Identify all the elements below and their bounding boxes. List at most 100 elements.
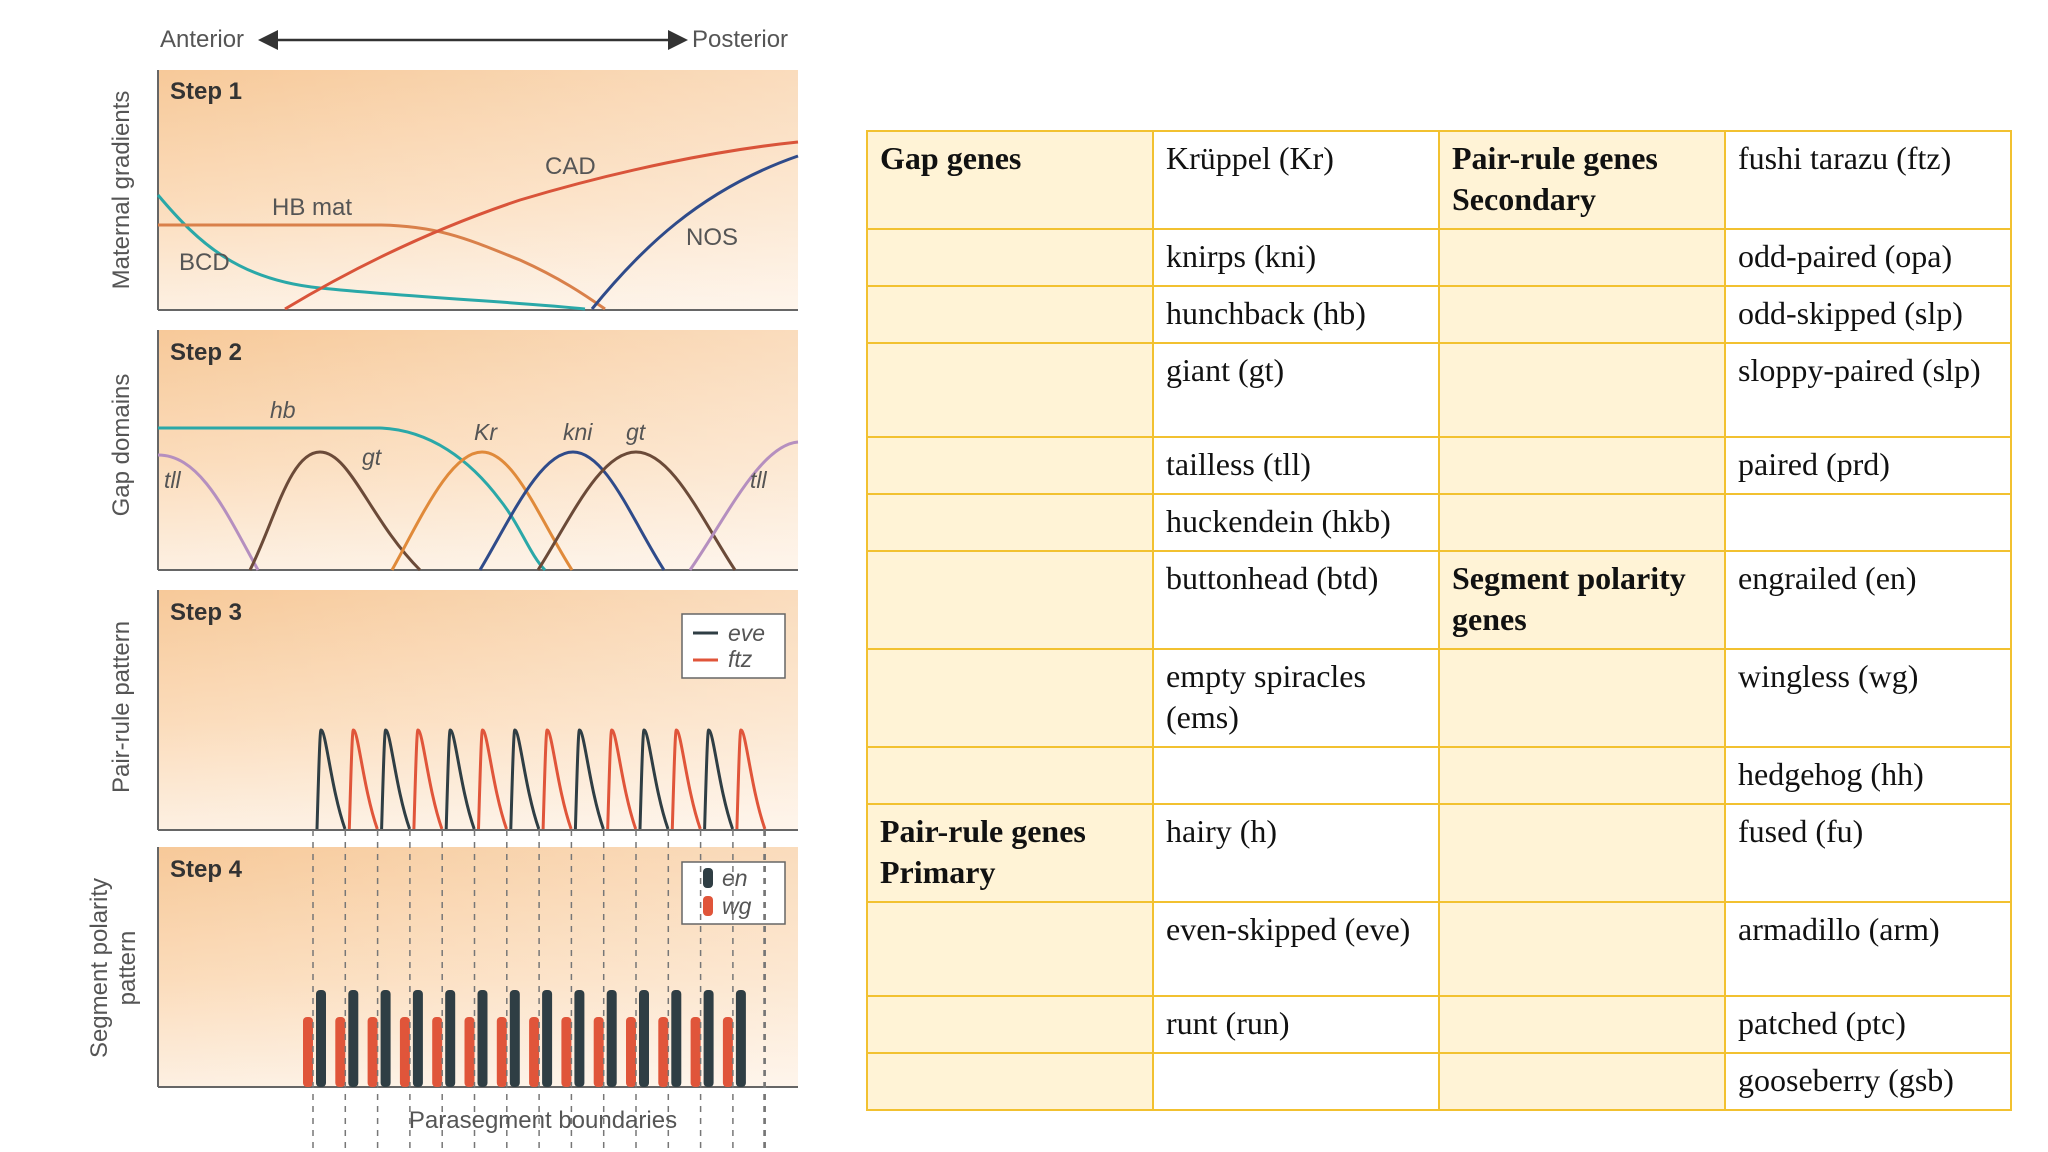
gene-cell (1152, 1052, 1440, 1111)
category-cell (866, 228, 1154, 287)
parasegment-boundary-lines (312, 830, 766, 1152)
gene-cell: hedgehog (hh) (1724, 746, 2012, 805)
tll-right-curve (688, 440, 799, 571)
eve-stripe (638, 728, 670, 830)
eve-stripe (315, 728, 347, 830)
category-cell (866, 436, 1154, 495)
table-row: hedgehog (hh) (866, 746, 2012, 805)
gene-classification-table: Gap genes Krüppel (Kr) Pair-rule genes Sec… (866, 130, 2012, 1111)
wg-stripe (367, 1017, 378, 1087)
gene-cell: hunchback (hb) (1152, 285, 1440, 344)
kr-curve (390, 450, 574, 571)
table-row: empty spiracles (ems) wingless (wg) (866, 648, 2012, 748)
category-cell (1438, 493, 1726, 552)
wg-stripe (658, 1017, 669, 1087)
gene-cell: giant (gt) (1152, 342, 1440, 438)
cad-curve (284, 140, 799, 311)
hb-curve (158, 426, 547, 572)
category-cell (1438, 746, 1726, 805)
category-cell (1438, 285, 1726, 344)
step1-curves (156, 140, 799, 311)
nos-label: NOS (686, 224, 738, 251)
wg-stripe (561, 1017, 572, 1087)
en-stripe (735, 990, 746, 1087)
gt-right-curve (536, 450, 737, 571)
en-legend-label: en (722, 865, 748, 891)
category-cell (1438, 803, 1726, 903)
category-cell (1438, 342, 1726, 438)
category-cell (866, 901, 1154, 997)
category-cell (866, 285, 1154, 344)
panel-step2 (157, 330, 798, 571)
gene-cell: tailless (tll) (1152, 436, 1440, 495)
gene-cell: fushi tarazu (ftz) (1724, 130, 2012, 230)
gene-cell: buttonhead (btd) (1152, 550, 1440, 650)
table-row: even-skipped (eve) armadillo (arm) (866, 901, 2012, 997)
eve-stripe (509, 728, 541, 830)
en-stripe (412, 990, 423, 1087)
wg-stripe (399, 1017, 410, 1087)
table-row: Gap genes Krüppel (Kr) Pair-rule genes Sec… (866, 130, 2012, 230)
wg-stripe (722, 1017, 733, 1087)
table-row: knirps (kni) odd-paired (opa) (866, 228, 2012, 287)
gene-cell (1724, 493, 2012, 552)
gene-cell: knirps (kni) (1152, 228, 1440, 287)
step2-curves (157, 426, 799, 572)
eve-legend-label: eve (728, 620, 765, 646)
en-stripe (671, 990, 682, 1087)
ftz-stripe (412, 728, 444, 830)
step3-label: Step 3 (170, 599, 242, 626)
side-label-pair-rule-pattern: Pair-rule pattern (108, 621, 135, 793)
table-row: giant (gt) sloppy-paired (slp) (866, 342, 2012, 438)
gene-cell: armadillo (arm) (1724, 901, 2012, 997)
step1-label: Step 1 (170, 78, 242, 105)
gene-cell: sloppy-paired (slp) (1724, 342, 2012, 438)
wg-legend-label: wg (722, 893, 752, 919)
panel-step1 (157, 70, 798, 311)
en-stripe (477, 990, 488, 1087)
parasegment-boundaries-label: Parasegment boundaries (409, 1107, 677, 1134)
gt-left-curve (248, 450, 422, 572)
en-stripe (316, 990, 326, 1087)
eve-stripe (444, 728, 476, 830)
pair-rule-peaks (315, 728, 767, 830)
gene-cell: runt (run) (1152, 995, 1440, 1054)
category-cell (866, 550, 1154, 650)
table-row: runt (run) patched (ptc) (866, 995, 2012, 1054)
bcd-label: BCD (179, 249, 230, 276)
category-cell (1438, 995, 1726, 1054)
eve-stripe (380, 728, 412, 830)
category-cell (1438, 1052, 1726, 1111)
tll-right-label: tll (750, 467, 768, 493)
wg-stripe (593, 1017, 604, 1087)
gene-cell: gooseberry (gsb) (1724, 1052, 2012, 1111)
category-cell (1438, 436, 1726, 495)
step2-label: Step 2 (170, 339, 242, 366)
en-stripe (639, 990, 649, 1087)
kni-label: kni (563, 419, 593, 445)
ftz-stripe (670, 728, 702, 830)
gt-left-label: gt (362, 444, 383, 470)
gene-cell: empty spiracles (ems) (1152, 648, 1440, 748)
nos-curve (590, 154, 799, 310)
wg-stripe (529, 1017, 540, 1087)
category-cell (866, 995, 1154, 1054)
tll-left-label: tll (164, 467, 182, 493)
gt-right-label: gt (626, 419, 647, 445)
gene-cell: even-skipped (eve) (1152, 901, 1440, 997)
wg-stripe (432, 1017, 443, 1087)
wg-stripe (464, 1017, 475, 1087)
en-stripe (606, 990, 617, 1087)
wg-stripe (303, 1017, 313, 1087)
en-stripe (445, 990, 456, 1087)
category-cell: Pair-rule genes Primary (866, 803, 1154, 903)
category-cell (866, 1052, 1154, 1111)
cad-label: CAD (545, 153, 596, 180)
wg-stripe (626, 1017, 636, 1087)
ftz-stripe (735, 728, 767, 830)
category-cell (866, 648, 1154, 748)
posterior-label: Posterior (692, 26, 788, 53)
en-stripe (348, 990, 359, 1087)
gene-cell: patched (ptc) (1724, 995, 2012, 1054)
table-row: huckendein (hkb) (866, 493, 2012, 552)
